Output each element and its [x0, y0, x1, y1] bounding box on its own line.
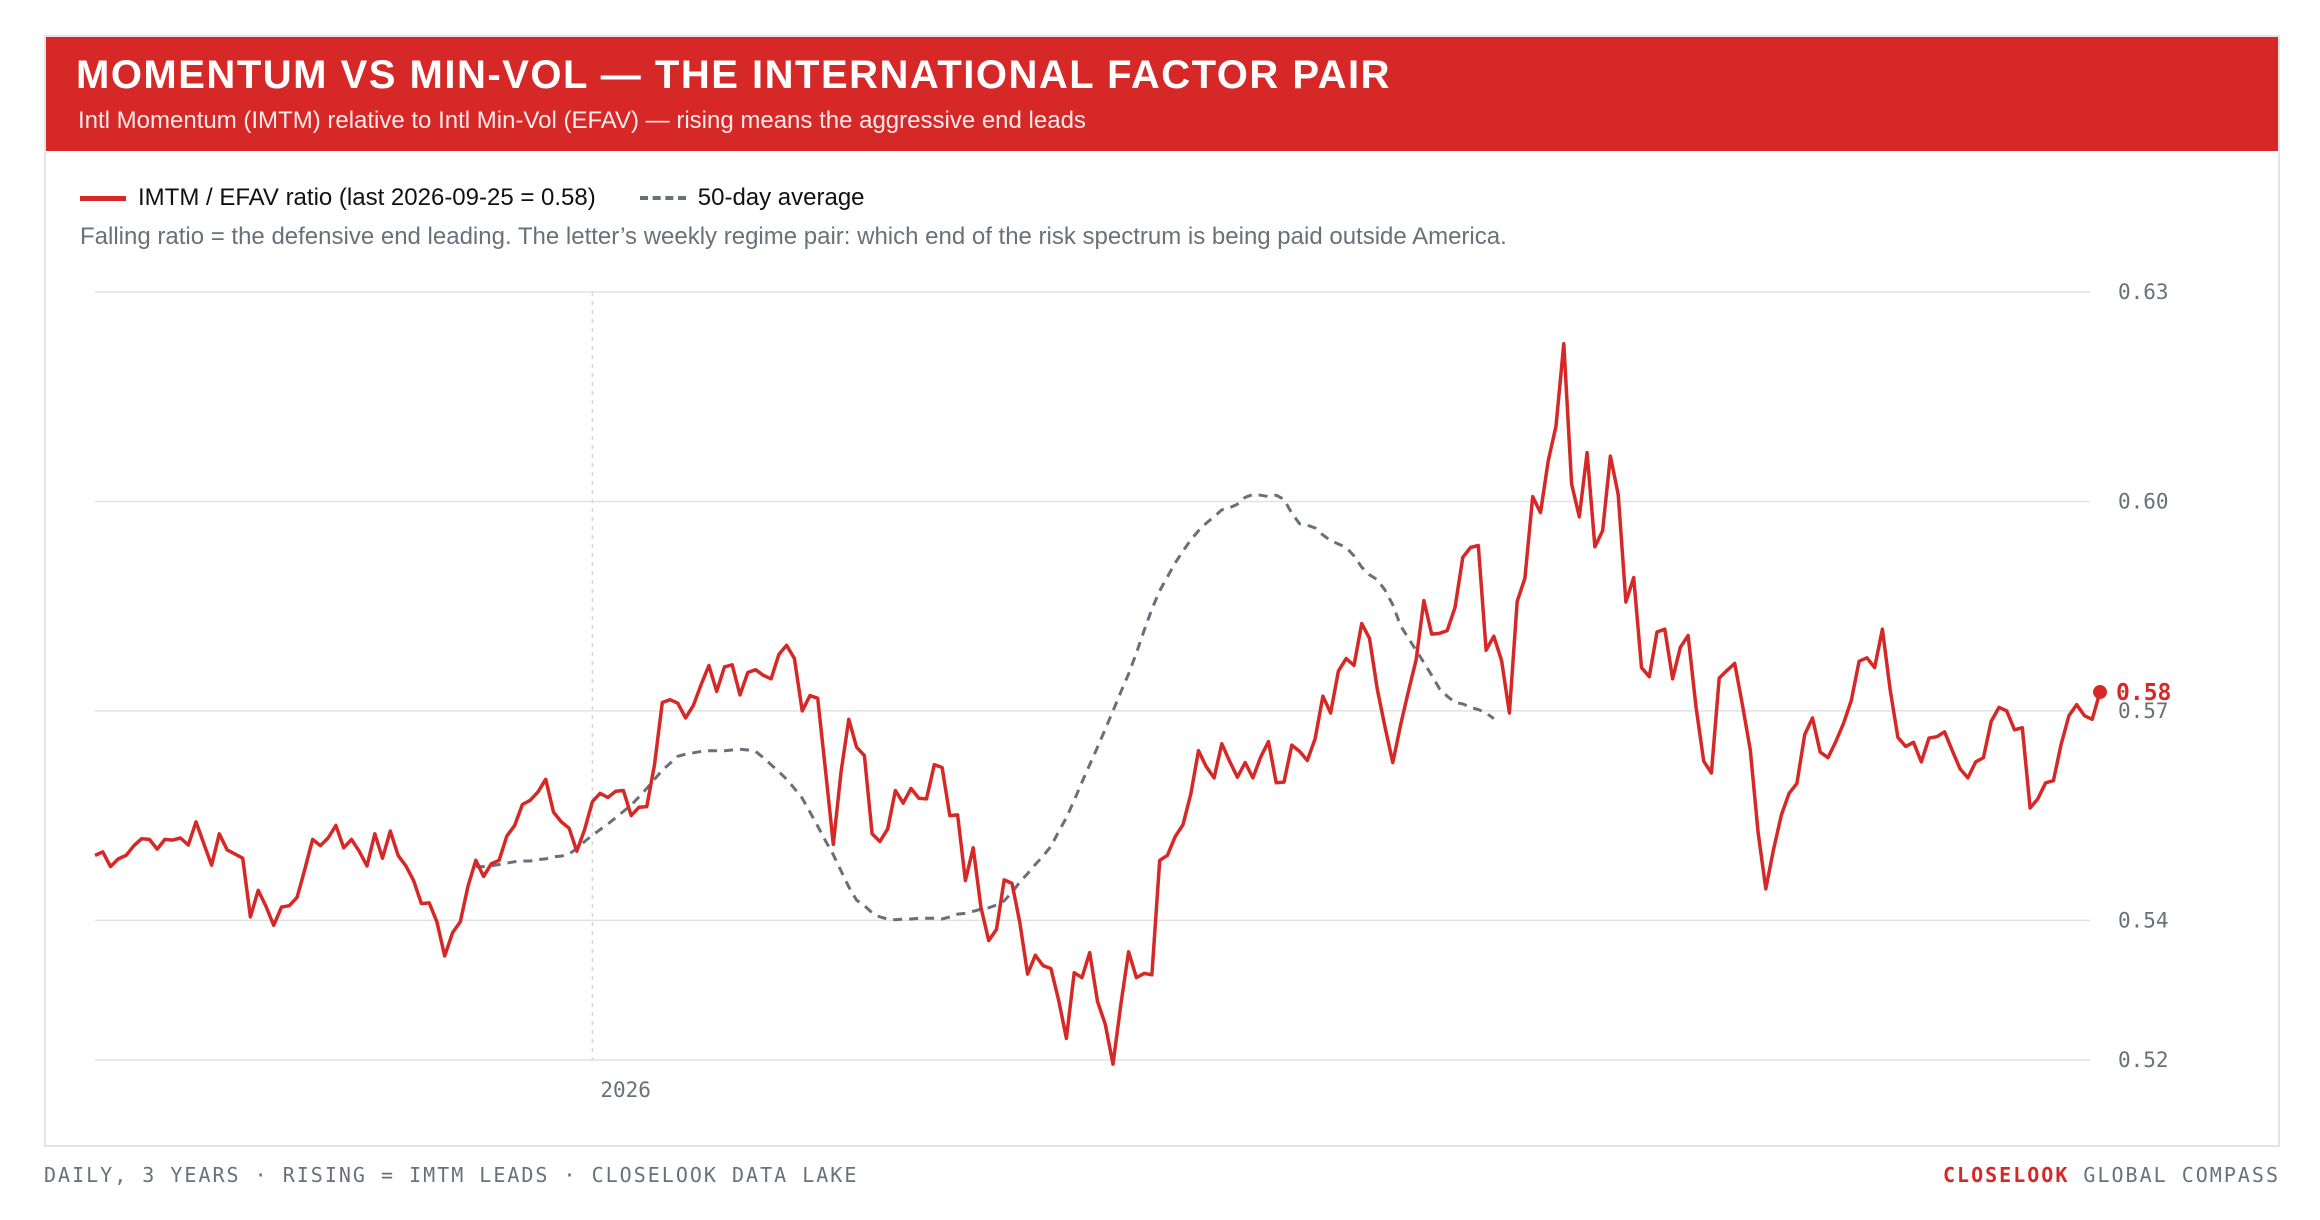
last-value-label: 0.58 — [2116, 680, 2171, 706]
brand-name: CLOSELOOK — [1943, 1163, 2070, 1187]
legend-label-average: 50-day average — [697, 184, 865, 211]
legend-swatch-ratio — [80, 195, 126, 201]
legend-swatch-average — [639, 196, 686, 200]
y-tick-label: 0.57 — [2118, 699, 2169, 723]
y-tick-label: 0.54 — [2118, 908, 2169, 932]
chart-subtitle: Intl Momentum (IMTM) relative to Intl Mi… — [78, 107, 1086, 134]
ratio-line — [94, 341, 2102, 1066]
footer-brand: CLOSELOOK GLOBAL COMPASS — [1943, 1163, 2280, 1187]
brand-suffix: GLOBAL COMPASS — [2069, 1163, 2280, 1187]
chart-note: Falling ratio = the defensive end leadin… — [80, 223, 1507, 250]
last-value-dot — [2093, 685, 2107, 700]
y-tick-label: 0.52 — [2118, 1048, 2169, 1072]
chart-title: MOMENTUM VS MIN-VOL — THE INTERNATIONAL … — [76, 53, 1392, 97]
footer-source: DAILY, 3 YEARS · RISING = IMTM LEADS · C… — [44, 1163, 859, 1187]
y-tick-label: 0.60 — [2118, 489, 2169, 513]
chart-card: MOMENTUM VS MIN-VOL — THE INTERNATIONAL … — [44, 35, 2280, 1147]
legend: IMTM / EFAV ratio (last 2026-09-25 = 0.5… — [80, 183, 865, 213]
x-tick-label: 2026 — [600, 1078, 651, 1102]
y-tick-label: 0.63 — [2118, 280, 2169, 304]
average-line — [475, 492, 1495, 922]
legend-label-ratio: IMTM / EFAV ratio (last 2026-09-25 = 0.5… — [138, 184, 596, 211]
title-banner: MOMENTUM VS MIN-VOL — THE INTERNATIONAL … — [46, 37, 2278, 151]
